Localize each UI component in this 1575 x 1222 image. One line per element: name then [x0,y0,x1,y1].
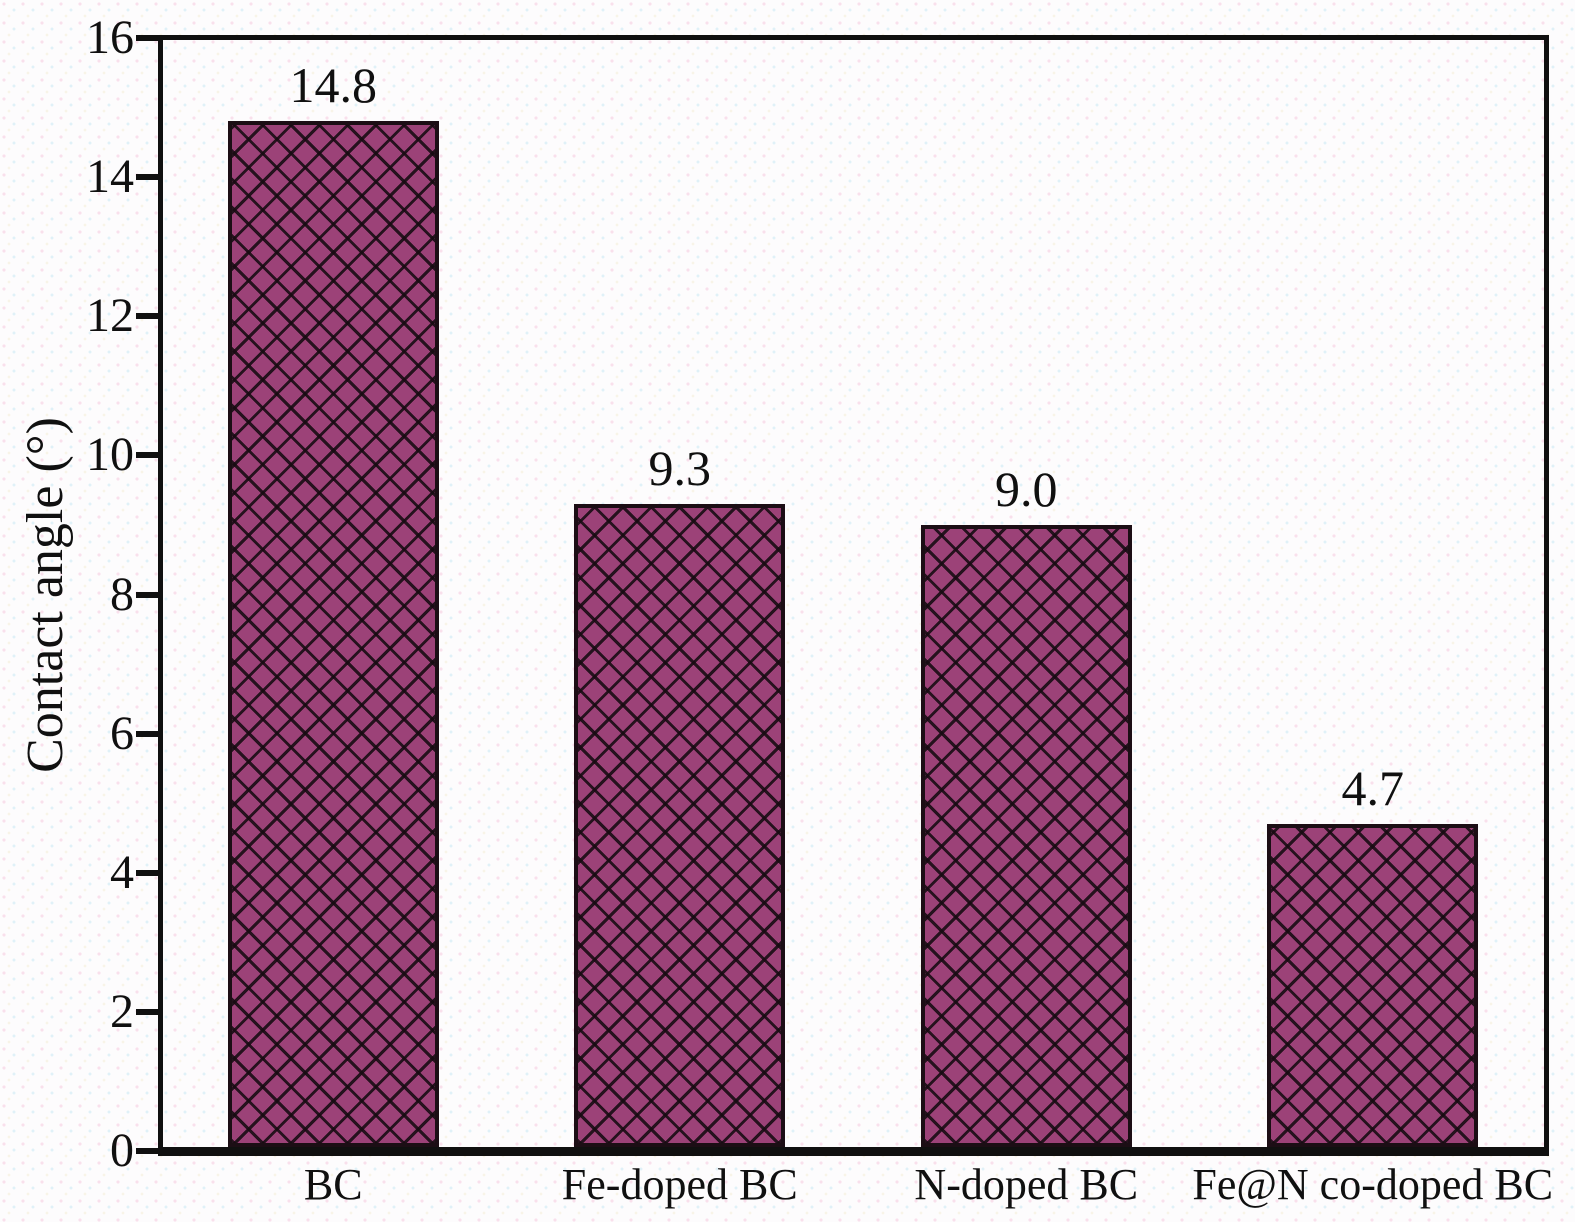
y-tick-mark [136,1008,158,1015]
bar-bc [227,121,439,1147]
y-tick-label: 12 [86,289,134,343]
x-tick-label: Fe-doped BC [561,1160,798,1209]
y-tick-mark [136,452,158,459]
bar-value-label: 14.8 [289,57,378,114]
y-tick-mark [136,313,158,320]
bar-fe-doped-bc [574,504,786,1147]
y-tick-mark [136,1148,158,1154]
bar-fe-n-co-doped-bc [1267,824,1479,1147]
y-tick-label: 10 [86,428,134,482]
y-tick-mark [136,730,158,737]
plot-frame [158,35,1549,1156]
y-tick-label: 2 [110,984,134,1038]
y-tick-label: 0 [110,1124,134,1177]
bar-value-label: 9.0 [995,460,1058,517]
y-tick-mark [136,591,158,598]
bar-n-doped-bc [920,524,1132,1147]
bar-value-label: 9.3 [648,440,712,497]
y-tick-label: 8 [110,567,134,621]
x-tick-label: BC [303,1160,363,1209]
bar-value-label: 4.7 [1341,760,1405,817]
y-tick-mark [136,869,158,876]
y-tick-label: 4 [110,845,134,899]
y-tick-label: 14 [86,150,134,204]
x-tick-label: Fe@N co-doped BC [1192,1160,1554,1209]
y-tick-mark [136,174,158,181]
y-tick-label: 6 [110,706,134,760]
y-tick-mark [136,35,158,41]
y-tick-label: 16 [86,11,134,64]
x-tick-label: N-doped BC [914,1160,1139,1209]
